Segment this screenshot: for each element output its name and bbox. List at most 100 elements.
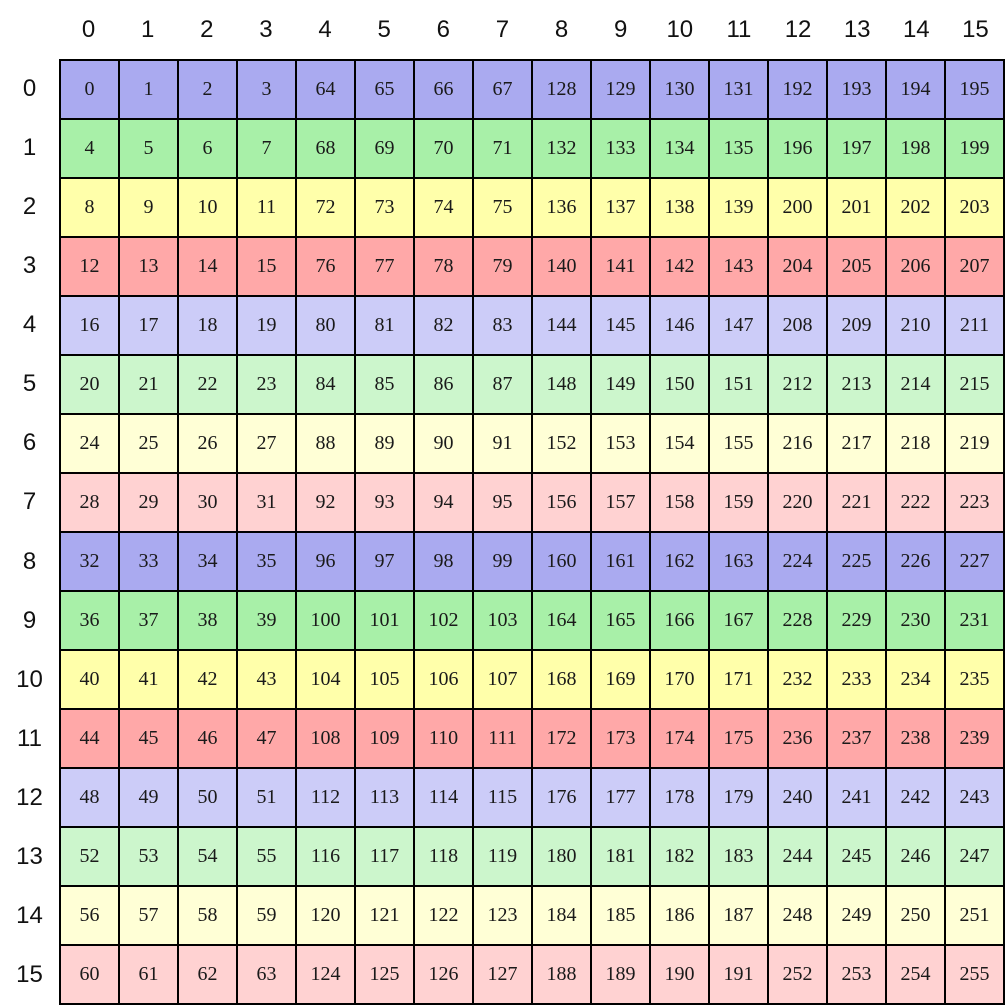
cell-r14-c13: 249 [828, 887, 885, 944]
cell-r0-c11: 131 [710, 61, 767, 118]
cell-r15-c5: 125 [356, 946, 413, 1003]
cell-r5-c6: 86 [415, 356, 472, 413]
cell-r1-c3: 7 [238, 120, 295, 177]
column-header-4: 4 [318, 15, 332, 43]
cell-r2-c4: 72 [297, 179, 354, 236]
column-header-0: 0 [81, 15, 96, 43]
cell-r14-c2: 58 [179, 887, 236, 944]
column-header-11: 11 [726, 15, 752, 43]
cell-r15-c2: 62 [179, 946, 236, 1003]
cell-r1-c14: 198 [887, 120, 944, 177]
cell-r10-c9: 169 [592, 651, 649, 708]
cell-r13-c8: 180 [533, 828, 590, 885]
row-header-2: 2 [22, 192, 37, 220]
cell-r14-c14: 250 [887, 887, 944, 944]
cell-r15-c14: 254 [887, 946, 944, 1003]
cell-r11-c11: 175 [710, 710, 767, 767]
cell-r2-c2: 10 [179, 179, 236, 236]
cell-r4-c14: 210 [887, 297, 944, 354]
cell-r4-c8: 144 [533, 297, 590, 354]
cell-r11-c9: 173 [592, 710, 649, 767]
cell-r2-c5: 73 [356, 179, 413, 236]
row-header-11: 11 [17, 724, 42, 752]
cell-r15-c13: 253 [828, 946, 885, 1003]
cell-r6-c5: 89 [356, 415, 413, 472]
cell-r8-c8: 160 [533, 533, 590, 590]
cell-r4-c9: 145 [592, 297, 649, 354]
cell-r14-c9: 185 [592, 887, 649, 944]
cell-r11-c12: 236 [769, 710, 826, 767]
cell-r9-c0: 36 [61, 592, 118, 649]
cell-r4-c5: 81 [356, 297, 413, 354]
cell-r13-c11: 183 [710, 828, 767, 885]
column-header-8: 8 [554, 15, 569, 43]
cell-r8-c10: 162 [651, 533, 708, 590]
cell-r8-c2: 34 [179, 533, 236, 590]
cell-r9-c8: 164 [533, 592, 590, 649]
cell-r4-c3: 19 [238, 297, 295, 354]
cell-r3-c9: 141 [592, 238, 649, 295]
cell-r8-c1: 33 [120, 533, 177, 590]
cell-r14-c11: 187 [710, 887, 767, 944]
cell-r7-c9: 157 [592, 474, 649, 531]
cell-r11-c13: 237 [828, 710, 885, 767]
cell-r6-c15: 219 [946, 415, 1003, 472]
cell-r4-c12: 208 [769, 297, 826, 354]
cell-r13-c5: 117 [356, 828, 413, 885]
cell-r12-c10: 178 [651, 769, 708, 826]
cell-r3-c10: 142 [651, 238, 708, 295]
cell-r6-c2: 26 [179, 415, 236, 472]
cell-r14-c3: 59 [238, 887, 295, 944]
cell-r9-c10: 166 [651, 592, 708, 649]
cell-r12-c1: 49 [120, 769, 177, 826]
cell-r9-c7: 103 [474, 592, 531, 649]
cell-r10-c12: 232 [769, 651, 826, 708]
cell-r13-c6: 118 [415, 828, 472, 885]
cell-r4-c13: 209 [828, 297, 885, 354]
cell-r10-c5: 105 [356, 651, 413, 708]
cell-r3-c8: 140 [533, 238, 590, 295]
cell-r10-c15: 235 [946, 651, 1003, 708]
cell-r0-c5: 65 [356, 61, 413, 118]
cell-r10-c11: 171 [710, 651, 767, 708]
cell-r13-c10: 182 [651, 828, 708, 885]
row-header-5: 5 [22, 370, 37, 398]
cell-r7-c2: 30 [179, 474, 236, 531]
cell-r1-c5: 69 [356, 120, 413, 177]
cell-r11-c7: 111 [474, 710, 531, 767]
cell-r4-c1: 17 [120, 297, 177, 354]
cell-r6-c8: 152 [533, 415, 590, 472]
cell-r0-c0: 0 [61, 61, 118, 118]
cell-r1-c11: 135 [710, 120, 767, 177]
cell-r10-c3: 43 [238, 651, 295, 708]
row-header-8: 8 [22, 547, 37, 575]
cell-r9-c3: 39 [238, 592, 295, 649]
cell-r8-c5: 97 [356, 533, 413, 590]
cell-r12-c2: 50 [179, 769, 236, 826]
cell-r12-c3: 51 [238, 769, 295, 826]
cell-r9-c1: 37 [120, 592, 177, 649]
cell-r7-c8: 156 [533, 474, 590, 531]
cell-r6-c10: 154 [651, 415, 708, 472]
cell-r8-c0: 32 [61, 533, 118, 590]
cell-r6-c6: 90 [415, 415, 472, 472]
cell-r11-c14: 238 [887, 710, 944, 767]
cell-r11-c8: 172 [533, 710, 590, 767]
cell-r6-c0: 24 [61, 415, 118, 472]
cell-r5-c0: 20 [61, 356, 118, 413]
cell-r10-c1: 41 [120, 651, 177, 708]
cell-r1-c13: 197 [828, 120, 885, 177]
row-header-6: 6 [22, 429, 37, 457]
cell-r6-c12: 216 [769, 415, 826, 472]
cell-r2-c12: 200 [769, 179, 826, 236]
cell-r7-c10: 158 [651, 474, 708, 531]
cell-r11-c15: 239 [946, 710, 1003, 767]
matrix-grid: 0 1 2 3 64 65 66 67 128 129 130 131 192 193 194 195 4 5 6 7… [59, 59, 1005, 1005]
cell-r3-c12: 204 [769, 238, 826, 295]
cell-r4-c11: 147 [710, 297, 767, 354]
cell-r7-c11: 159 [710, 474, 767, 531]
cell-r3-c6: 78 [415, 238, 472, 295]
cell-r8-c11: 163 [710, 533, 767, 590]
cell-r5-c5: 85 [356, 356, 413, 413]
cell-r12-c11: 179 [710, 769, 767, 826]
